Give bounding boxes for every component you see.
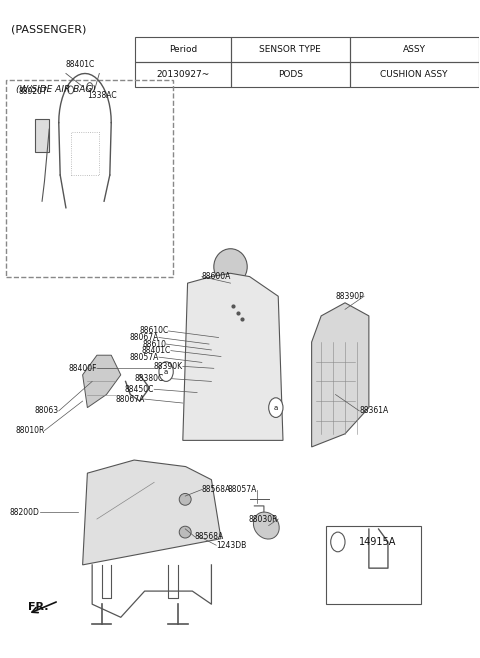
Bar <box>230 38 350 63</box>
Text: 88067A: 88067A <box>130 333 159 342</box>
Text: (W/SIDE AIR BAG): (W/SIDE AIR BAG) <box>16 86 96 94</box>
Text: a: a <box>274 405 278 411</box>
Text: 88568A: 88568A <box>202 485 231 494</box>
Text: 88401C: 88401C <box>66 60 95 69</box>
Text: 88610: 88610 <box>142 340 166 349</box>
Text: 88390K: 88390K <box>154 362 183 371</box>
Text: 88361A: 88361A <box>360 407 389 415</box>
Text: ASSY: ASSY <box>403 45 426 55</box>
Text: 88390P: 88390P <box>336 291 364 301</box>
Bar <box>350 63 479 88</box>
Text: (PASSENGER): (PASSENGER) <box>11 24 86 34</box>
Text: 88200D: 88200D <box>10 508 40 517</box>
Circle shape <box>331 532 345 552</box>
Text: PODS: PODS <box>277 70 303 79</box>
Text: 88030R: 88030R <box>249 515 278 524</box>
Text: 14915A: 14915A <box>360 537 396 547</box>
Text: FR.: FR. <box>28 603 48 613</box>
Text: 88600A: 88600A <box>202 272 231 281</box>
Text: 88010R: 88010R <box>15 426 45 435</box>
Text: 1243DB: 1243DB <box>216 541 246 549</box>
Text: a: a <box>336 538 340 546</box>
Bar <box>230 63 350 88</box>
Polygon shape <box>183 273 283 440</box>
Bar <box>135 63 230 88</box>
Circle shape <box>269 398 283 417</box>
Text: 20130927~: 20130927~ <box>156 70 209 79</box>
Bar <box>6 80 173 276</box>
Ellipse shape <box>253 512 279 539</box>
Text: 88057A: 88057A <box>130 353 159 362</box>
Polygon shape <box>312 303 369 447</box>
Text: 88400F: 88400F <box>69 364 97 373</box>
Text: 88380C: 88380C <box>134 374 164 383</box>
Bar <box>350 38 479 63</box>
Text: 88450C: 88450C <box>125 385 154 393</box>
Ellipse shape <box>214 249 247 285</box>
Text: SENSOR TYPE: SENSOR TYPE <box>259 45 321 55</box>
Text: 88067A: 88067A <box>115 395 144 403</box>
Text: Period: Period <box>168 45 197 55</box>
Ellipse shape <box>179 526 191 538</box>
Ellipse shape <box>179 494 191 505</box>
Bar <box>135 38 230 63</box>
Bar <box>35 119 49 152</box>
Text: 88063: 88063 <box>35 407 59 415</box>
Polygon shape <box>83 355 121 407</box>
Text: 88568A: 88568A <box>195 532 224 542</box>
Polygon shape <box>83 460 221 565</box>
Circle shape <box>159 362 173 382</box>
Text: 88401C: 88401C <box>142 346 171 355</box>
Text: 88610C: 88610C <box>139 326 168 336</box>
Text: 88057A: 88057A <box>228 485 257 494</box>
Text: CUSHION ASSY: CUSHION ASSY <box>381 70 448 79</box>
Text: 88920T: 88920T <box>18 88 47 96</box>
Text: a: a <box>164 368 168 374</box>
Text: 1338AC: 1338AC <box>87 91 117 99</box>
Bar <box>326 526 421 604</box>
